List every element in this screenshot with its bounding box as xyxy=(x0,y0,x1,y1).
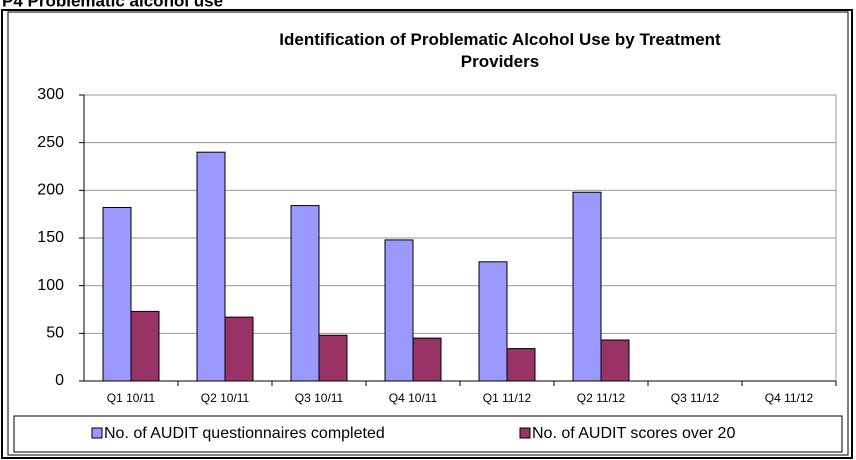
y-tick-label: 250 xyxy=(37,134,64,151)
bar xyxy=(384,239,414,382)
x-tick-label: Q2 10/11 xyxy=(201,391,250,405)
x-tick-label: Q4 10/11 xyxy=(389,391,438,405)
x-tick-label: Q4 11/12 xyxy=(765,391,814,405)
bar xyxy=(600,339,630,382)
x-tick-label: Q2 11/12 xyxy=(577,391,626,405)
chart-frame xyxy=(7,11,849,456)
legend-label: No. of AUDIT scores over 20 xyxy=(532,425,735,442)
y-tick-label: 200 xyxy=(37,182,64,199)
y-tick-label: 50 xyxy=(46,325,64,342)
bar xyxy=(224,316,254,382)
bar xyxy=(130,310,160,382)
legend-label: No. of AUDIT questionnaires completed xyxy=(104,425,385,442)
bar xyxy=(412,337,442,382)
x-tick-label: Q3 10/11 xyxy=(295,391,344,405)
y-tick-label: 150 xyxy=(37,229,64,246)
page-title: P4 Problematic alcohol use xyxy=(2,0,223,10)
page-frame xyxy=(1,9,853,459)
bar xyxy=(572,191,602,382)
chart-title: Identification of Problematic Alcohol Us… xyxy=(279,30,721,71)
y-tick-label: 0 xyxy=(55,372,64,389)
bar xyxy=(290,205,320,382)
bar xyxy=(506,348,536,382)
legend-swatch xyxy=(519,427,531,439)
x-tick-label: Q1 11/12 xyxy=(483,391,532,405)
legend-box xyxy=(13,415,843,453)
legend-swatch xyxy=(91,427,103,439)
y-tick-label: 100 xyxy=(37,277,64,294)
bar xyxy=(102,206,132,382)
x-tick-label: Q3 11/12 xyxy=(671,391,720,405)
x-tick-label: Q1 10/11 xyxy=(107,391,156,405)
y-tick-label: 300 xyxy=(37,86,64,103)
bar xyxy=(196,151,226,382)
bar xyxy=(318,334,348,382)
bar xyxy=(478,261,508,382)
